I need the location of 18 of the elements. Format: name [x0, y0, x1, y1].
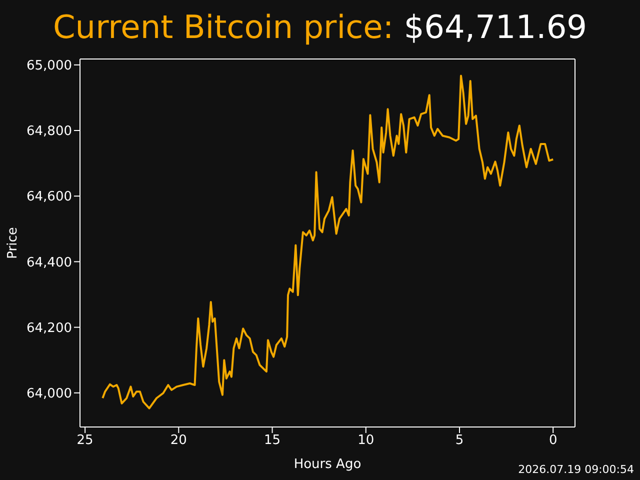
- y-tick-label: 65,000: [26, 58, 72, 74]
- y-axis-title: Price: [6, 227, 21, 259]
- x-axis-title: Hours Ago: [294, 457, 362, 472]
- x-tick-label: 15: [264, 433, 281, 448]
- x-tick-label: 0: [548, 433, 558, 448]
- x-tick-label: 10: [358, 433, 374, 448]
- chart-subtitle: $64,711.69: [404, 8, 588, 46]
- text: 2026.07.19 09:00:54: [518, 463, 634, 476]
- x-tick-label: 20: [170, 433, 187, 448]
- chart-title: Current Bitcoin price:: [52, 8, 394, 46]
- y-tick-label: 64,000: [26, 386, 72, 402]
- line-series: [102, 74, 554, 410]
- x-tick-label: 5: [455, 433, 464, 448]
- y-tick-label: 64,400: [26, 255, 72, 270]
- x-tick-label: 25: [76, 433, 94, 448]
- y-tick-label: 64,600: [26, 190, 72, 205]
- y-tick-label: 64,200: [26, 320, 72, 336]
- y-tick-label: 64,800: [26, 124, 72, 140]
